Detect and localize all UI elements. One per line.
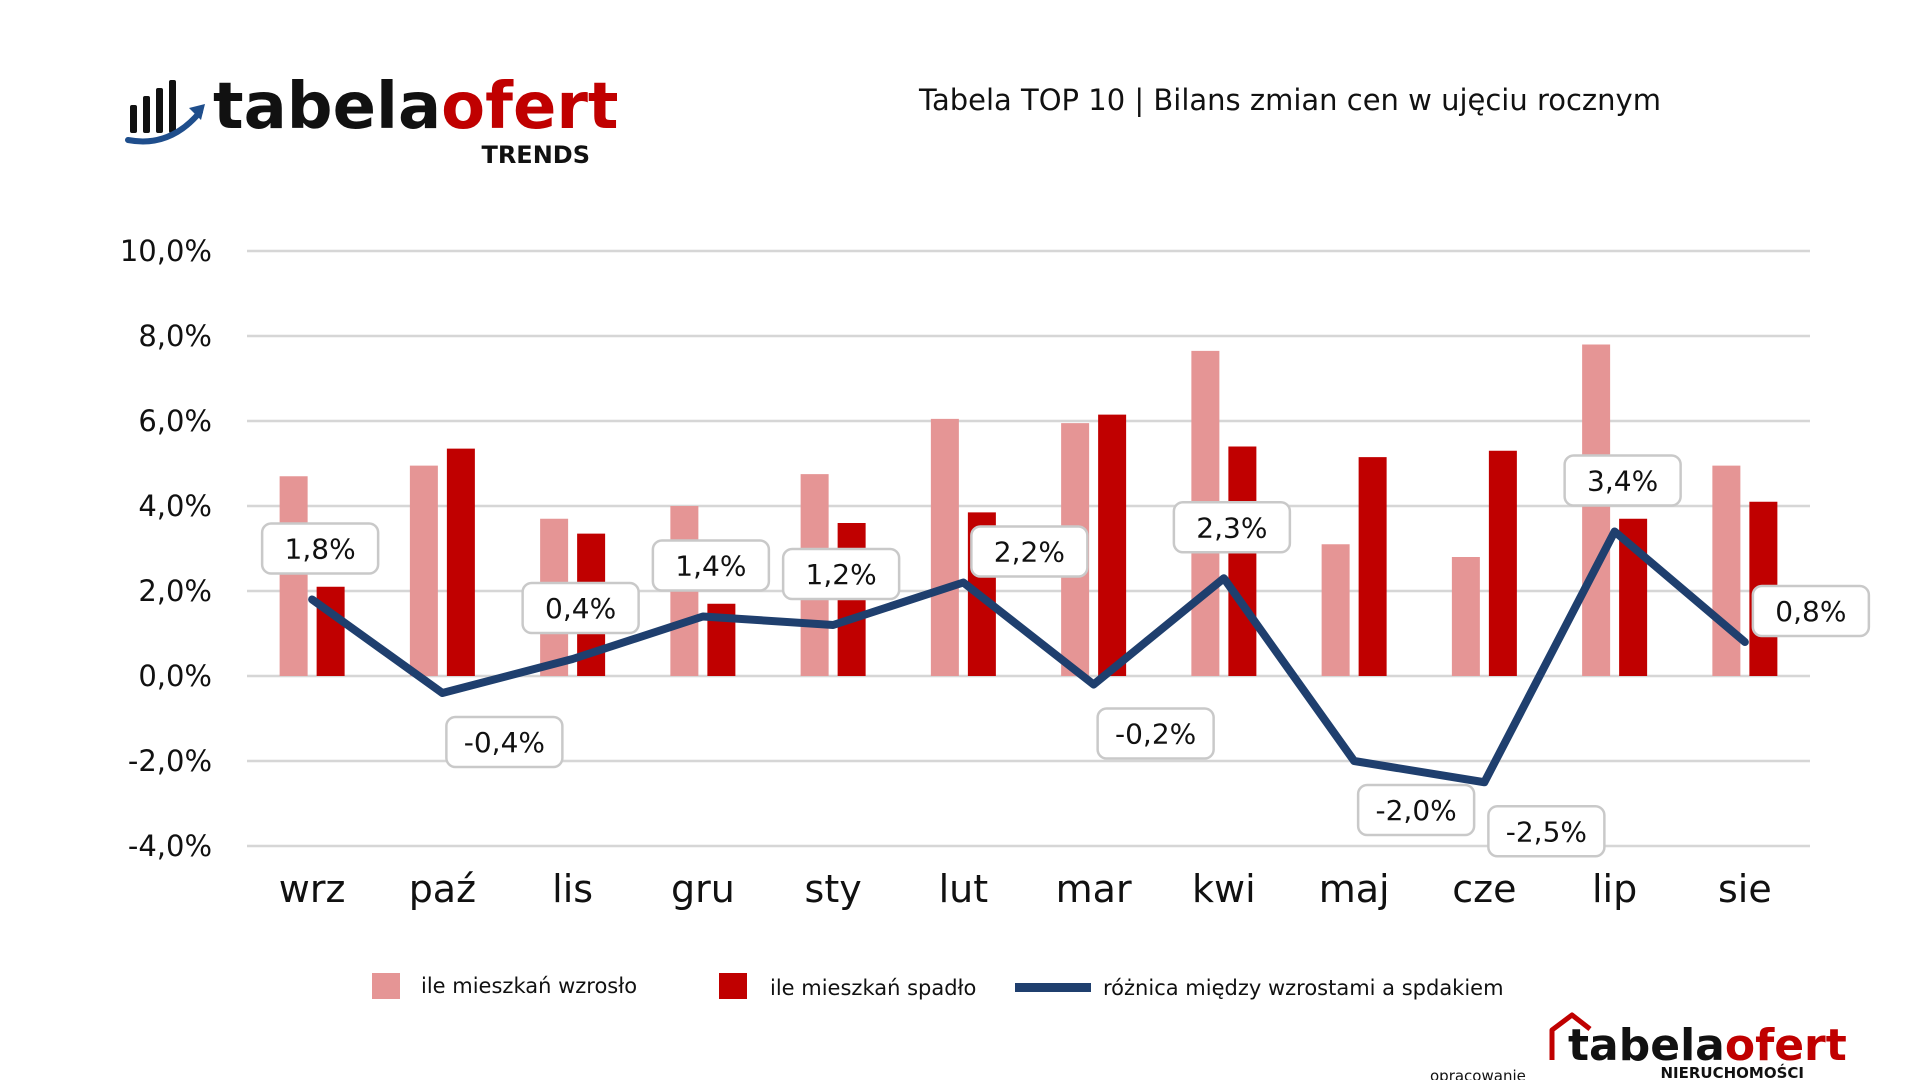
data-label: -0,4% — [445, 715, 564, 769]
bar-decrease — [1358, 457, 1387, 676]
header-logo: tabelaofert TRENDS — [125, 70, 619, 169]
y-tick-label: 2,0% — [138, 574, 212, 608]
bars-layer — [279, 344, 1778, 676]
bar-increase — [1321, 544, 1350, 676]
data-label-box — [651, 539, 771, 592]
data-label-box — [1356, 783, 1476, 837]
logo-word: tabelaofert — [213, 70, 619, 144]
data-label-text: 0,8% — [1775, 595, 1846, 628]
data-label: 1,2% — [781, 547, 901, 601]
x-tick-label: lip — [1592, 867, 1637, 911]
x-tick-label: lut — [939, 867, 989, 911]
x-tick-label: sty — [805, 867, 862, 911]
data-label-box — [1563, 454, 1682, 507]
data-label-text: 2,3% — [1196, 511, 1267, 544]
bar-decrease — [1488, 450, 1517, 676]
data-label: 3,4% — [1563, 454, 1682, 507]
bar-increase — [1582, 344, 1611, 676]
data-label: -2,0% — [1356, 783, 1476, 837]
y-tick-label: -4,0% — [128, 829, 212, 863]
bar-decrease — [1228, 446, 1257, 676]
data-label: 2,3% — [1172, 501, 1292, 554]
y-tick-label: 8,0% — [138, 319, 212, 353]
y-tick-label: 4,0% — [138, 489, 212, 523]
data-labels-layer: 1,8% -0,4% 0,4% 1,4% 1,2% 2,2% -0,2% 2,3% -2,0% -… — [260, 454, 1871, 858]
data-label-text: -2,0% — [1376, 794, 1457, 827]
data-label-text: 1,4% — [675, 550, 746, 583]
data-label-box — [781, 547, 901, 601]
legend-swatch-increase — [372, 973, 400, 999]
data-label-box — [1487, 805, 1606, 858]
data-label-box — [260, 522, 380, 575]
y-tick-label: -2,0% — [128, 744, 212, 778]
legend-label-increase: ile mieszkań wzrosło — [421, 974, 637, 998]
data-label: 2,2% — [970, 525, 1089, 578]
data-label: 0,4% — [521, 581, 640, 635]
x-tick-label: wrz — [279, 867, 346, 911]
bar-decrease — [1098, 414, 1127, 676]
difference-line — [308, 527, 1749, 787]
bar-increase — [930, 418, 959, 676]
data-label-text: -0,4% — [464, 726, 545, 759]
footer-logo-word: tabelaofert — [1568, 1020, 1847, 1071]
data-label-box — [521, 581, 640, 635]
data-label-text: 2,2% — [994, 536, 1065, 569]
bar-increase — [279, 476, 308, 676]
bar-decrease — [316, 586, 345, 676]
bar-increase — [409, 465, 438, 676]
data-label-box — [1751, 584, 1871, 638]
data-label: 1,8% — [260, 522, 380, 575]
data-label-text: 3,4% — [1587, 465, 1658, 498]
data-label: -2,5% — [1487, 805, 1606, 858]
data-label-box — [1172, 501, 1292, 554]
data-label-box — [970, 525, 1089, 578]
footer-logo-subtitle: NIERUCHOMOŚCI — [1661, 1063, 1805, 1080]
legend-swatch-decrease — [719, 973, 747, 999]
data-label: 1,4% — [651, 539, 771, 592]
data-label-box — [1096, 707, 1215, 760]
bar-increase — [1451, 557, 1480, 676]
data-label: -0,2% — [1096, 707, 1215, 760]
chart-title: Tabela TOP 10 | Bilans zmian cen w ujęci… — [918, 83, 1661, 117]
x-tick-label: mar — [1056, 867, 1132, 911]
legend-swatch-difference — [1015, 983, 1091, 992]
bar-chart-logo-icon — [125, 80, 205, 145]
legend: ile mieszkań wzrosło ile mieszkań spadło… — [372, 973, 1504, 1000]
y-tick-label: 0,0% — [138, 659, 212, 693]
x-tick-label: gru — [671, 867, 735, 911]
footer-logo-part2: ofert — [1725, 1020, 1847, 1071]
data-label-text: -2,5% — [1506, 815, 1587, 848]
x-tick-label: lis — [552, 867, 593, 911]
logo-part1: tabela — [213, 70, 441, 144]
y-tick-label: 10,0% — [120, 234, 212, 268]
line-layer — [308, 527, 1749, 787]
data-label-text: -0,2% — [1115, 718, 1196, 751]
bar-decrease — [446, 448, 475, 676]
footer-logo: tabelaofert NIERUCHOMOŚCI — [1549, 1012, 1847, 1080]
logo-part2: ofert — [441, 70, 618, 144]
logo-subtitle: TRENDS — [481, 141, 590, 169]
x-tick-label: maj — [1319, 867, 1390, 911]
footer-logo-part1: tabela — [1568, 1020, 1725, 1071]
house-icon — [1549, 1012, 1592, 1060]
x-tick-label: kwi — [1192, 867, 1256, 911]
legend-label-difference: różnica między wzrostami a spdakiem — [1103, 976, 1504, 1000]
data-label-box — [445, 715, 564, 769]
x-tick-label: paź — [409, 867, 476, 911]
data-label-text: 0,4% — [545, 592, 616, 625]
x-tick-label: sie — [1718, 867, 1772, 911]
y-tick-label: 6,0% — [138, 404, 212, 438]
x-tick-label: cze — [1452, 867, 1516, 911]
data-label-text: 1,2% — [806, 558, 877, 591]
prepared-by-label: opracowanie — [1430, 1067, 1526, 1080]
data-label: 0,8% — [1751, 584, 1871, 638]
data-label-text: 1,8% — [285, 533, 356, 566]
x-axis-layer: wrz paź lis gru sty lut mar kwi maj cze lip sie — [279, 867, 1772, 911]
legend-label-decrease: ile mieszkań spadło — [770, 976, 976, 1000]
bar-increase — [1712, 465, 1741, 676]
